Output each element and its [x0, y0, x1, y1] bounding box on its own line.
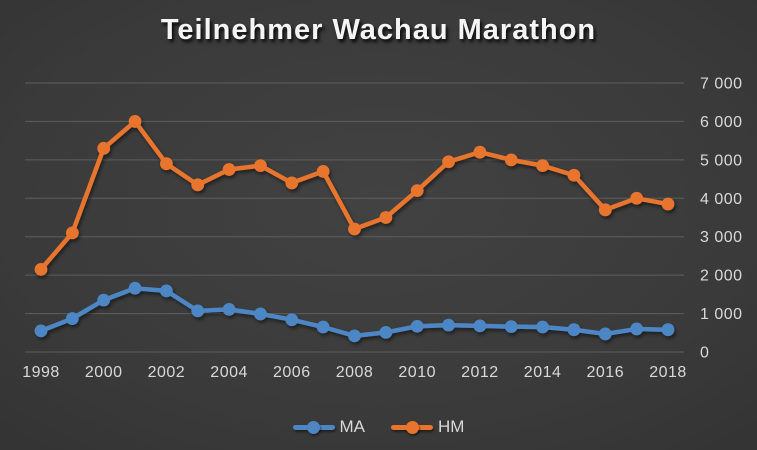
legend-label: HM [438, 417, 465, 436]
data-point-marker [254, 307, 267, 321]
data-point-marker [379, 211, 393, 224]
data-point-marker [285, 176, 299, 190]
y-axis-label: 5 000 [700, 152, 743, 169]
data-point-marker [567, 323, 581, 337]
legend-marker-dot [405, 420, 419, 434]
x-axis-label: 2014 [524, 364, 562, 381]
data-point-marker [504, 153, 518, 167]
y-axis-label: 0 [700, 345, 709, 362]
legend-label: MA [339, 417, 366, 436]
x-axis-label: 2008 [336, 364, 374, 381]
x-axis-label: 2000 [85, 364, 123, 381]
data-point-marker [442, 155, 455, 169]
y-axis-label: 1 000 [700, 306, 743, 323]
x-axis-label: 2012 [461, 364, 499, 381]
x-axis-label: 2004 [210, 364, 248, 381]
data-point-marker [191, 178, 205, 192]
data-point-marker [222, 302, 236, 316]
series-hm-line [38, 119, 671, 272]
data-point-marker [379, 326, 393, 339]
data-point-marker [65, 226, 79, 240]
legend-marker-dot [307, 420, 321, 434]
data-point-marker [536, 320, 549, 334]
data-point-marker [630, 322, 644, 336]
data-point-marker [567, 168, 581, 182]
data-point-marker [128, 115, 142, 128]
data-point-marker [348, 329, 361, 343]
data-point-marker [128, 281, 142, 295]
x-axis-label: 2018 [649, 364, 687, 381]
data-point-marker [160, 284, 173, 298]
legend-item-ma[interactable]: MA [292, 417, 366, 437]
data-point-marker [316, 164, 330, 178]
series-hm [34, 115, 675, 276]
data-point-marker [598, 203, 612, 217]
legend: MA HM [0, 417, 757, 437]
data-point-marker [410, 319, 424, 333]
data-point-marker [630, 191, 644, 205]
data-point-marker [473, 145, 487, 159]
data-point-marker [442, 318, 455, 332]
data-point-marker [34, 262, 48, 276]
data-point-marker [661, 197, 675, 211]
data-point-marker [285, 313, 299, 327]
y-axis-label: 6 000 [700, 114, 743, 131]
x-axis-label: 2010 [398, 364, 436, 381]
y-axis-label: 3 000 [700, 229, 743, 246]
x-axis-label: 2016 [587, 364, 625, 381]
y-axis-label: 4 000 [700, 191, 743, 208]
chart-title: Teilnehmer Wachau Marathon [160, 14, 597, 46]
data-point-marker [348, 222, 361, 236]
data-point-marker [473, 319, 487, 333]
data-point-marker [598, 327, 612, 341]
data-point-marker [410, 184, 424, 198]
series-ma [34, 281, 675, 343]
data-point-marker [97, 293, 111, 307]
y-axis-label: 2 000 [700, 268, 743, 285]
data-point-marker [316, 320, 330, 334]
x-axis-label: 2006 [273, 364, 311, 381]
legend-item-hm[interactable]: HM [391, 417, 464, 437]
legend-line-marker-icon [292, 420, 335, 434]
x-axis-label: 2002 [148, 364, 186, 381]
data-point-marker [504, 320, 518, 334]
data-point-marker [661, 323, 675, 337]
legend-line-marker-icon [391, 420, 434, 434]
data-point-marker [254, 159, 267, 173]
data-point-marker [160, 157, 173, 171]
y-axis-label: 7 000 [700, 76, 743, 93]
data-point-marker [34, 324, 48, 338]
x-axis-label: 1998 [22, 364, 60, 381]
data-point-marker [65, 312, 79, 325]
data-point-marker [191, 304, 205, 318]
data-point-marker [536, 159, 549, 173]
data-point-marker [222, 163, 236, 176]
data-point-marker [97, 141, 111, 155]
